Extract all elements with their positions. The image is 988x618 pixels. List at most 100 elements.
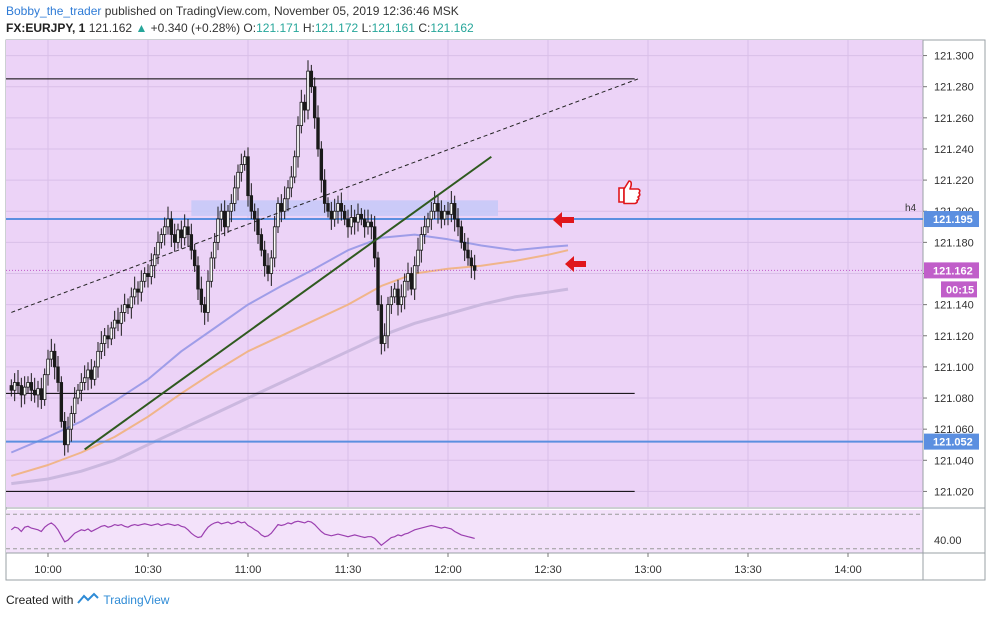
candle-body (336, 203, 340, 212)
candle-body (419, 234, 424, 251)
candle-body (236, 171, 240, 189)
candle-body (209, 257, 214, 282)
candle-body (322, 179, 327, 204)
candle-body (129, 296, 134, 309)
candle-body (359, 213, 364, 220)
candle-body (162, 226, 167, 235)
candle-body (256, 218, 260, 235)
price-tick-label: 121.280 (934, 82, 974, 94)
candle-body (292, 156, 297, 178)
candle-body (449, 203, 454, 215)
candle-body (379, 304, 384, 344)
symbol-label[interactable]: FX:EURJPY, 1 (6, 21, 86, 35)
candle-body (186, 226, 190, 235)
candle-body (462, 241, 467, 251)
candle-body (119, 312, 124, 324)
price-tag-label: 121.052 (933, 437, 973, 449)
time-axis[interactable]: 10:00 10:30 11:00 11:30 12:00 12:30 13:00 13:30… (34, 553, 862, 576)
candle-body (89, 369, 94, 380)
candle-body (422, 226, 427, 235)
candle-body (29, 382, 34, 391)
price-tick-label: 121.120 (934, 331, 974, 343)
high-value: 121.172 (314, 21, 359, 35)
candle-body (206, 280, 210, 313)
candle-body (42, 374, 47, 400)
price-tag-box (924, 211, 979, 228)
candle-body (39, 388, 44, 400)
candle-body (366, 221, 370, 228)
close-value: 121.162 (430, 21, 474, 35)
candle-body (212, 241, 217, 259)
candle-body (282, 198, 287, 212)
arrow-left-icon (553, 212, 574, 228)
price-tick-label: 121.040 (934, 455, 974, 467)
candle-body (82, 377, 87, 383)
candle-body (349, 217, 354, 228)
candle-body (22, 386, 27, 396)
open-value: 121.171 (256, 21, 300, 35)
candle-body (289, 176, 294, 189)
candle-body (159, 234, 164, 243)
candle-body (346, 218, 350, 228)
candle-body (369, 221, 374, 228)
open-label: O: (243, 21, 257, 35)
candle-body (69, 413, 74, 430)
candle-body (296, 125, 300, 158)
candle-body (199, 288, 204, 306)
price-tag-label: 121.162 (933, 265, 973, 277)
candle-body (79, 382, 84, 391)
tradingview-brand[interactable]: TradingView (103, 592, 170, 607)
price-tick-label: 121.180 (934, 237, 974, 249)
low-value: 121.161 (371, 21, 415, 35)
candle-body (106, 335, 110, 340)
candle-body (396, 288, 400, 306)
candle-body (429, 210, 434, 220)
candle-body (49, 350, 54, 360)
candle-body (399, 296, 404, 306)
candle-body (116, 319, 120, 324)
candle-body (202, 304, 207, 313)
candle-body (246, 156, 250, 197)
candle-body (132, 288, 137, 298)
candle-body (389, 296, 394, 306)
time-tick-label: 14:00 (834, 564, 862, 576)
candle-body (386, 304, 390, 337)
candle-body (92, 366, 97, 380)
candle-body (269, 257, 274, 274)
candle-body (179, 229, 184, 239)
candle-body (279, 203, 284, 212)
time-tick-label: 12:00 (434, 564, 462, 576)
candle-body (452, 203, 457, 220)
price-axis[interactable]: 121.020 121.040 121.060 121.080 121.100 121.1… (905, 51, 979, 499)
candle-body (239, 164, 244, 173)
candle-body (56, 366, 60, 383)
candle-body (9, 385, 14, 391)
candles (9, 60, 477, 456)
price-tag-box (924, 433, 979, 450)
tradingview-logo-icon[interactable] (77, 592, 100, 607)
price-tick-label: 121.080 (934, 393, 974, 405)
chart-header: Bobby_the_trader published on TradingVie… (6, 3, 474, 37)
candle-body (259, 234, 264, 251)
candle-body (99, 343, 104, 352)
candle-body (382, 335, 387, 344)
time-tick-label: 10:00 (34, 564, 62, 576)
candle-body (156, 241, 160, 256)
candle-body (36, 388, 40, 396)
time-tick-label: 11:00 (235, 564, 262, 576)
candle-body (339, 203, 344, 212)
candle-body (299, 101, 304, 127)
author-name[interactable]: Bobby_the_trader (6, 4, 102, 18)
candle-body (306, 70, 310, 111)
osc-tick-label: 40.00 (934, 535, 962, 547)
candle-body (122, 304, 127, 313)
grid-lines (6, 40, 923, 507)
trendline (84, 155, 492, 451)
countdown-box (941, 281, 977, 298)
candle-body (189, 234, 194, 251)
candle-body (392, 288, 397, 298)
candle-body (326, 203, 330, 212)
candle-body (109, 327, 114, 340)
price-tick-label: 121.260 (934, 113, 974, 125)
